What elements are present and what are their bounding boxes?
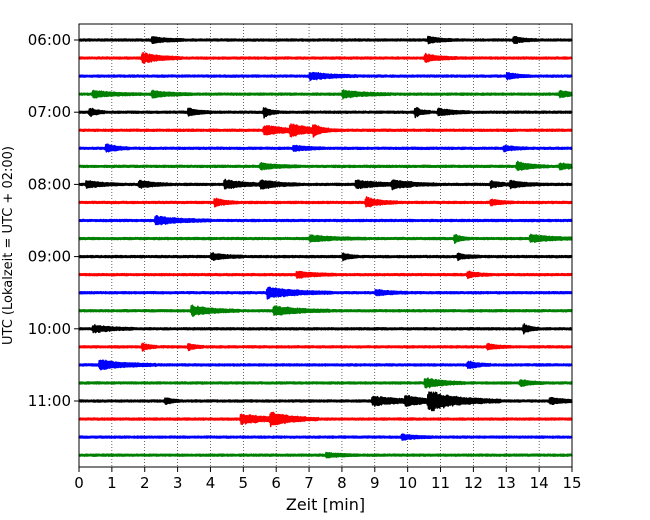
x-axis-label: Zeit [min] xyxy=(286,495,365,514)
seismogram-trace-12 xyxy=(78,252,573,262)
x-tick-label: 1 xyxy=(107,474,117,492)
seismogram-trace-5 xyxy=(78,123,573,138)
y-tick-label: 10:00 xyxy=(28,320,71,338)
seismogram-trace-13 xyxy=(78,270,573,280)
seismogram-trace-7 xyxy=(78,160,573,172)
x-tick-label: 11 xyxy=(431,474,450,492)
y-tick-label: 11:00 xyxy=(28,392,71,410)
seismogram-trace-17 xyxy=(78,342,573,352)
x-axis-ticks: 0 1 2 3 4 5 6 7 8 9 10 11 12 13 14 15 xyxy=(74,467,582,492)
seismogram-trace-4 xyxy=(78,106,573,119)
y-tick-label: 06:00 xyxy=(28,31,71,49)
seismogram-trace-11 xyxy=(78,233,573,244)
seismogram-trace-10 xyxy=(78,215,573,226)
x-tick-label: 8 xyxy=(337,474,347,492)
seismogram-trace-9 xyxy=(78,196,573,208)
seismogram-trace-15 xyxy=(78,304,573,318)
vertical-gridlines xyxy=(111,24,540,467)
seismogram-trace-18 xyxy=(78,359,573,371)
x-tick-label: 2 xyxy=(140,474,150,492)
y-tick-label: 08:00 xyxy=(28,175,71,193)
x-tick-label: 0 xyxy=(74,474,84,492)
x-tick-label: 5 xyxy=(239,474,249,492)
y-tick-label: 09:00 xyxy=(28,248,71,266)
x-tick-label: 14 xyxy=(530,474,549,492)
seismogram-trace-19 xyxy=(78,377,573,389)
x-tick-label: 9 xyxy=(370,474,380,492)
seismogram-trace-22 xyxy=(78,433,573,441)
x-tick-label: 6 xyxy=(271,474,281,492)
x-tick-label: 15 xyxy=(562,474,581,492)
y-tick-label: 07:00 xyxy=(28,103,71,121)
seismogram-trace-0 xyxy=(78,35,573,45)
x-tick-label: 3 xyxy=(173,474,183,492)
seismogram-trace-1 xyxy=(78,51,573,64)
x-tick-label: 10 xyxy=(398,474,417,492)
seismogram-trace-20 xyxy=(78,391,573,412)
x-tick-label: 13 xyxy=(497,474,516,492)
seismogram-trace-6 xyxy=(78,143,573,153)
seismogram-trace-8 xyxy=(78,178,573,191)
seismogram-trace-14 xyxy=(78,286,573,300)
x-tick-label: 4 xyxy=(206,474,216,492)
y-axis-ticks: 06:00 07:00 08:00 09:00 10:00 11:00 xyxy=(28,31,79,410)
seismogram-trace-2 xyxy=(78,71,573,82)
x-tick-label: 7 xyxy=(304,474,314,492)
seismogram-trace-16 xyxy=(78,323,573,335)
y-axis-label: UTC (Lokalzeit = UTC + 02:00) xyxy=(1,146,16,345)
seismogram-traces xyxy=(78,35,573,459)
plot-frame xyxy=(78,23,573,468)
seismogram-trace-3 xyxy=(78,89,573,100)
seismogram-trace-23 xyxy=(78,451,573,459)
x-tick-label: 12 xyxy=(464,474,483,492)
seismogram-trace-21 xyxy=(78,411,573,428)
